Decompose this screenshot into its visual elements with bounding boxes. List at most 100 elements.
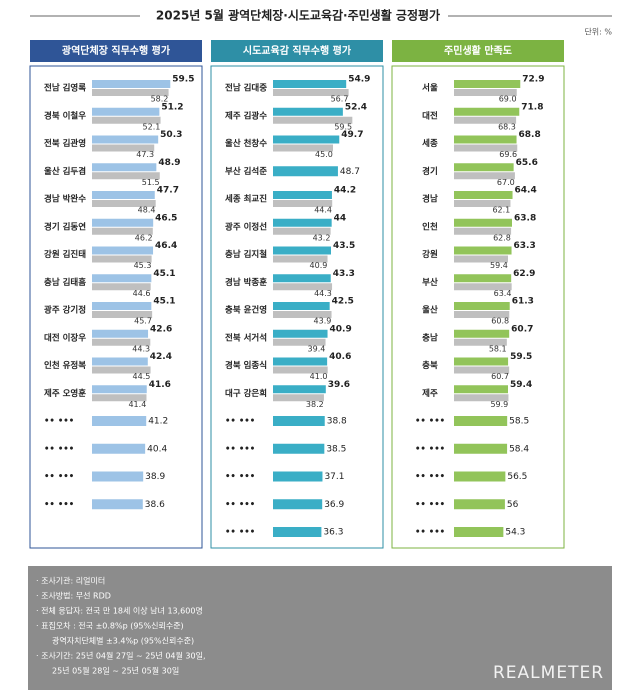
value-label-current: 52.4 (345, 102, 367, 112)
bar-current (92, 416, 147, 426)
value-label-current: 41.6 (149, 380, 171, 390)
row-label: 충남 김지철 (225, 249, 267, 260)
bar-current (454, 163, 514, 172)
value-label-previous: 60.8 (491, 317, 509, 326)
value-label-previous: 44.5 (133, 372, 151, 381)
row-label: 광주 이정선 (225, 221, 267, 232)
value-label-current: 44.2 (334, 186, 356, 196)
value-label-current: 62.9 (513, 269, 535, 279)
value-label-previous: 43.2 (313, 233, 331, 242)
bar-current (92, 107, 160, 116)
value-label-current: 36.9 (324, 500, 344, 510)
panel-box (29, 65, 203, 549)
value-label-current: 46.4 (155, 241, 177, 251)
bar-current (273, 357, 328, 366)
value-label-current: 42.6 (150, 324, 172, 334)
bar-previous (273, 200, 333, 207)
bar-current (273, 191, 332, 199)
value-label-current: 68.8 (519, 130, 541, 140)
value-label-previous: 58.1 (489, 344, 507, 353)
bar-current (92, 274, 152, 283)
row-label: •• ••• (44, 444, 74, 454)
bar-current (273, 499, 323, 510)
value-label-current: 51.2 (161, 102, 183, 112)
row-label: 경남 (422, 194, 438, 205)
panel-header (30, 40, 202, 62)
value-label-current: 72.9 (522, 75, 544, 85)
value-label-previous: 56.7 (331, 95, 349, 104)
bar-current (454, 246, 512, 255)
bar-current (454, 135, 517, 144)
value-label-current: 47.7 (157, 186, 179, 196)
bar-current (454, 218, 512, 227)
value-label-current: 50.3 (160, 130, 182, 140)
value-label-current: 64.4 (515, 186, 537, 196)
value-label-current: 38.9 (145, 472, 165, 482)
value-label-previous: 41.4 (128, 400, 146, 409)
value-label-current: 46.5 (155, 213, 177, 223)
value-label-current: 45.1 (153, 297, 175, 307)
bar-current (92, 246, 154, 255)
value-label-current: 65.6 (516, 158, 538, 168)
panel-title: 시도교육감 직무수행 평가 (243, 44, 352, 57)
bar-current (454, 107, 520, 116)
page-title: 2025년 5월 광역단체장·시도교육감·주민생활 긍정평가 (156, 8, 440, 23)
row-label: 대구 강은희 (225, 388, 267, 399)
value-label-previous: 44.4 (314, 206, 332, 215)
bar-previous (454, 338, 507, 346)
value-label-previous: 45.0 (315, 150, 333, 159)
panel-title: 주민생활 만족도 (444, 44, 512, 57)
value-label-previous: 43.9 (314, 317, 332, 326)
footer-line: · 표집오차 : 전국 ±0.8%p (95%신뢰수준) (36, 621, 184, 631)
value-label-previous: 62.8 (493, 233, 511, 242)
row-label: 울산 천창수 (225, 138, 267, 149)
value-label-current: 43.5 (333, 241, 355, 251)
value-label-current: 44 (334, 213, 347, 223)
value-label-previous: 41.0 (310, 372, 328, 381)
value-label-previous: 47.3 (136, 150, 154, 159)
bar-current (92, 135, 159, 144)
value-label-previous: 44.3 (314, 289, 332, 298)
row-label: •• ••• (225, 417, 255, 427)
bar-previous (92, 311, 153, 318)
value-label-previous: 45.3 (134, 261, 152, 270)
bar-current (273, 80, 347, 88)
value-label-previous: 62.1 (492, 206, 510, 215)
bar-previous (92, 255, 152, 263)
row-label: 울산 (422, 305, 438, 316)
value-label-current: 59.4 (510, 380, 532, 390)
row-label: 경남 박종훈 (225, 277, 267, 288)
bar-current (454, 499, 505, 510)
bar-previous (454, 227, 512, 235)
value-label-current: 63.3 (514, 241, 536, 251)
value-label-current: 59.5 (510, 352, 532, 362)
bar-current (454, 527, 504, 537)
value-label-current: 40.6 (329, 352, 351, 362)
row-label: 경북 임종식 (225, 360, 267, 371)
value-label-current: 37.1 (324, 472, 344, 482)
bar-current (273, 135, 340, 144)
value-label-previous: 45.7 (134, 317, 152, 326)
row-label: 광주 강기정 (44, 305, 86, 316)
value-label-previous: 59.9 (490, 400, 508, 409)
bar-previous (454, 255, 508, 263)
row-label: 충남 김태흠 (44, 277, 86, 288)
logo: REALMETER (493, 663, 604, 683)
value-label-previous: 68.3 (498, 122, 516, 131)
bar-current (92, 80, 171, 88)
bar-current (454, 357, 509, 366)
bar-current (273, 302, 330, 310)
bar-current (92, 191, 155, 199)
bar-previous (454, 366, 510, 374)
value-label-current: 58.5 (509, 417, 529, 427)
row-label: •• ••• (415, 444, 445, 454)
value-label-previous: 58.2 (151, 95, 169, 104)
footer-box (28, 566, 612, 690)
row-label: 경북 이철우 (44, 110, 86, 121)
bar-previous (454, 394, 509, 402)
value-label-previous: 44.3 (132, 344, 150, 353)
row-label: 충남 (422, 332, 438, 343)
value-label-previous: 48.4 (138, 206, 156, 215)
bar-current (273, 471, 323, 482)
